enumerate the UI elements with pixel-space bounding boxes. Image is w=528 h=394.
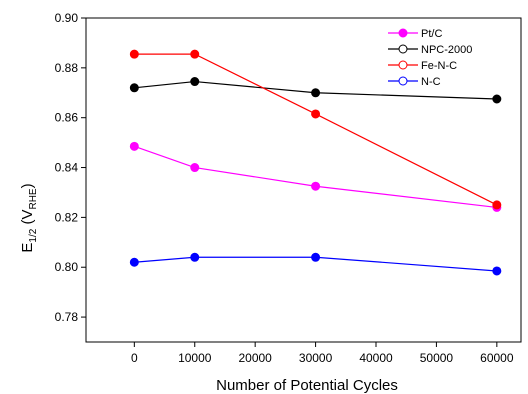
data-point [129,83,139,93]
y-tick-label: 0.82 [55,210,79,224]
legend: Pt/C NPC-2000 Fe-N-C N-C [388,28,472,88]
legend-item: NPC-2000 [388,44,472,56]
plot-frame [85,17,522,343]
data-point [190,77,200,87]
data-point [190,49,200,59]
data-point [129,141,139,151]
data-point [129,49,139,59]
data-point [311,88,321,98]
y-tick-label: 0.88 [55,61,79,75]
legend-label: Fe-N-C [421,60,457,72]
legend-marker [398,76,408,86]
legend-label: N-C [421,76,441,88]
data-point [311,252,321,262]
data-point [492,266,502,276]
series-npc-2000 [129,77,502,104]
y-tick-label: 0.78 [55,310,79,324]
data-point [190,252,200,262]
series-line [134,80,497,100]
series-layer [129,49,502,276]
x-tick-label: 40000 [359,351,393,365]
axis-ticks: 0 10000 20000 30000 40000 50000 60000 0.78 0.80 0… [55,11,514,365]
y-axis-title-unit-sub: RHE [28,188,39,209]
y-axis-title: E1/2 (VRHE) [19,183,39,252]
legend-marker [398,60,408,70]
x-axis-title: Number of Potential Cycles [216,377,398,394]
legend-label: NPC-2000 [421,44,472,56]
data-point [492,94,502,104]
series-line [134,256,497,272]
series-fe-n-c [129,49,502,210]
x-tick-label: 60000 [480,351,514,365]
y-axis-title-close: ) [19,183,36,188]
y-tick-label: 0.90 [55,11,79,25]
legend-label: Pt/C [421,28,442,40]
y-axis-title-open: (V [19,210,36,229]
y-tick-label: 0.86 [55,111,79,125]
data-point [492,200,502,210]
x-tick-label: 10000 [178,351,212,365]
legend-item: Pt/C [388,28,442,40]
data-point [311,109,321,119]
x-tick-label: 30000 [299,351,333,365]
legend-marker [398,28,408,38]
y-axis-title-main-sub: 1/2 [28,228,39,242]
x-tick-label: 20000 [238,351,272,365]
series-line [134,145,497,209]
legend-item: N-C [388,76,441,88]
legend-item: Fe-N-C [388,60,457,72]
y-tick-label: 0.84 [55,161,79,175]
x-tick-label: 50000 [420,351,454,365]
legend-marker [398,44,408,54]
x-tick-label: 0 [131,351,138,365]
y-axis-title-main: E [19,243,36,253]
data-point [129,257,139,267]
series-line [134,53,498,206]
data-point [190,163,200,173]
series-n-c [129,252,502,276]
data-point [311,181,321,191]
y-tick-label: 0.80 [55,260,79,274]
series-pt-c [129,141,502,212]
